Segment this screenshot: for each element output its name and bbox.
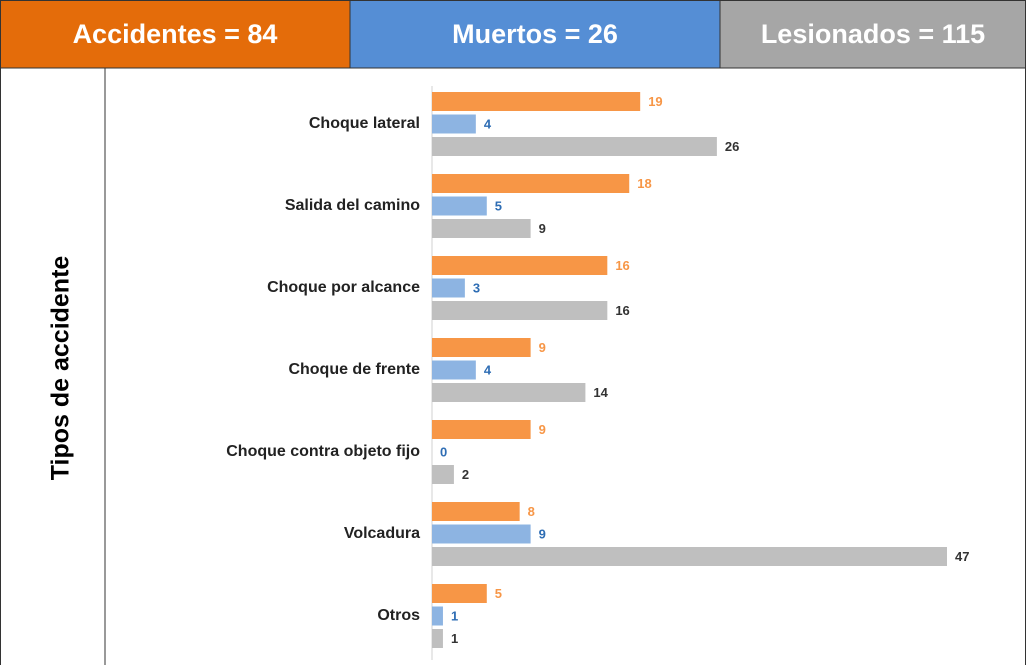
category-label: Choque de frente <box>288 361 420 378</box>
bar <box>432 606 443 626</box>
data-label: 19 <box>648 94 662 109</box>
category-label: Salida del camino <box>285 197 420 214</box>
side-label: Tipos de accidente <box>47 256 75 481</box>
header-cell <box>720 0 1026 68</box>
bar <box>432 584 487 603</box>
data-label: 8 <box>528 504 535 519</box>
data-label: 5 <box>495 198 502 213</box>
data-label: 9 <box>539 340 546 355</box>
header-text: Lesionados = 115 <box>761 19 985 49</box>
category-label: Otros <box>377 607 420 624</box>
data-label: 2 <box>462 467 469 482</box>
data-label: 26 <box>725 139 739 154</box>
data-label: 9 <box>539 526 546 541</box>
header-cell <box>350 0 720 68</box>
bar <box>432 137 717 156</box>
bar <box>432 219 531 238</box>
header-cell <box>0 0 350 68</box>
data-label: 3 <box>473 280 480 295</box>
bar <box>432 465 454 484</box>
category-label: Choque contra objeto fijo <box>226 443 420 460</box>
category-label: Choque lateral <box>309 115 420 132</box>
data-label: 1 <box>451 631 458 646</box>
data-label: 5 <box>495 586 502 601</box>
bar <box>432 114 476 134</box>
data-label: 16 <box>615 258 629 273</box>
bar <box>432 360 476 380</box>
bar <box>432 301 608 320</box>
bar <box>432 383 586 402</box>
bar <box>432 256 608 275</box>
data-label: 4 <box>484 362 492 377</box>
bar <box>432 524 531 544</box>
bar <box>432 278 465 298</box>
bar <box>432 420 531 439</box>
bar <box>432 629 443 648</box>
bar <box>432 92 641 111</box>
data-label: 9 <box>539 221 546 236</box>
category-label: Choque por alcance <box>267 279 420 296</box>
data-label: 4 <box>484 116 492 131</box>
data-label: 16 <box>615 303 629 318</box>
bar <box>432 196 487 216</box>
category-label: Volcadura <box>344 525 420 542</box>
bar <box>432 547 947 566</box>
data-label: 0 <box>440 444 447 459</box>
header-text: Muertos = 26 <box>452 19 618 49</box>
header-text: Accidentes = 84 <box>73 19 278 49</box>
data-label: 47 <box>955 549 969 564</box>
data-label: 18 <box>637 176 651 191</box>
bar <box>432 502 520 521</box>
bar <box>432 338 531 357</box>
data-label: 9 <box>539 422 546 437</box>
data-label: 14 <box>593 385 608 400</box>
data-label: 1 <box>451 608 458 623</box>
bar <box>432 174 630 193</box>
